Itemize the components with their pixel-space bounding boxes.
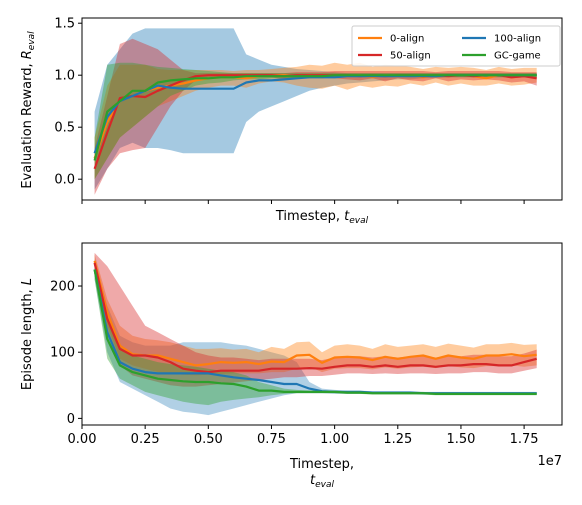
episode-xtick-label: 1.25 [383,432,412,447]
episode-y-axis-label: Episode length, L [20,278,35,390]
reward-band-100-align [94,28,537,190]
episode-xtick-label: 0.75 [257,432,286,447]
reward-x-axis-label: Timestep, teval [275,209,369,226]
reward-line-gc-game [93,74,537,161]
reward-ytick-label: 1.0 [54,69,75,84]
episode-line-50-align [93,262,537,374]
episode-ytick-label: 200 [50,280,75,295]
reward-plot: 0.0 0.5 1.0 1.5 Timestep, teval Evaluation … [20,17,563,226]
x-offset-label: 1e7 [537,454,562,469]
episode-xtick-label: 1.75 [510,432,539,447]
episode-ytick-label: 0 [67,412,75,427]
episode-xtick-label: 1.50 [446,432,475,447]
legend-label-50-align: 50-align [390,51,431,62]
episode-length-plot-frame [81,242,563,426]
legend: 0-align 50-align 100-align GC-game [351,25,561,67]
reward-plot-frame [81,17,563,201]
episode-x-axis-label: Timestep, [289,457,354,472]
legend-label-0-align: 0-align [390,34,424,45]
episode-band-gc-game [94,259,537,406]
episode-xtick-label: 1.00 [320,432,349,447]
reward-ytick-label: 1.5 [54,17,75,32]
episode-band-0-align [94,254,537,376]
legend-label-gc-game: GC-game [494,51,541,62]
legend-label-100-align: 100-align [494,34,541,45]
reward-ytick-label: 0.5 [54,121,75,136]
episode-ytick-label: 100 [50,346,75,361]
reward-ytick-label: 0.0 [54,173,75,188]
episode-band-100-align [94,259,537,416]
episode-line-0-align [93,260,537,367]
legend-box [351,25,561,67]
episode-xtick-label: 0.00 [68,432,97,447]
reward-y-axis-label: Evaluation Reward, Reval [20,31,37,189]
episode-xtick-label: 0.25 [131,432,160,447]
episode-line-gc-game [93,269,537,395]
episode-length-plot: 0.00 0.25 0.50 0.75 1.00 1.25 1.50 1.75 0 100 200… [20,242,563,490]
episode-xtick-label: 0.50 [194,432,223,447]
episode-x-axis-symbol: teval [310,473,334,490]
